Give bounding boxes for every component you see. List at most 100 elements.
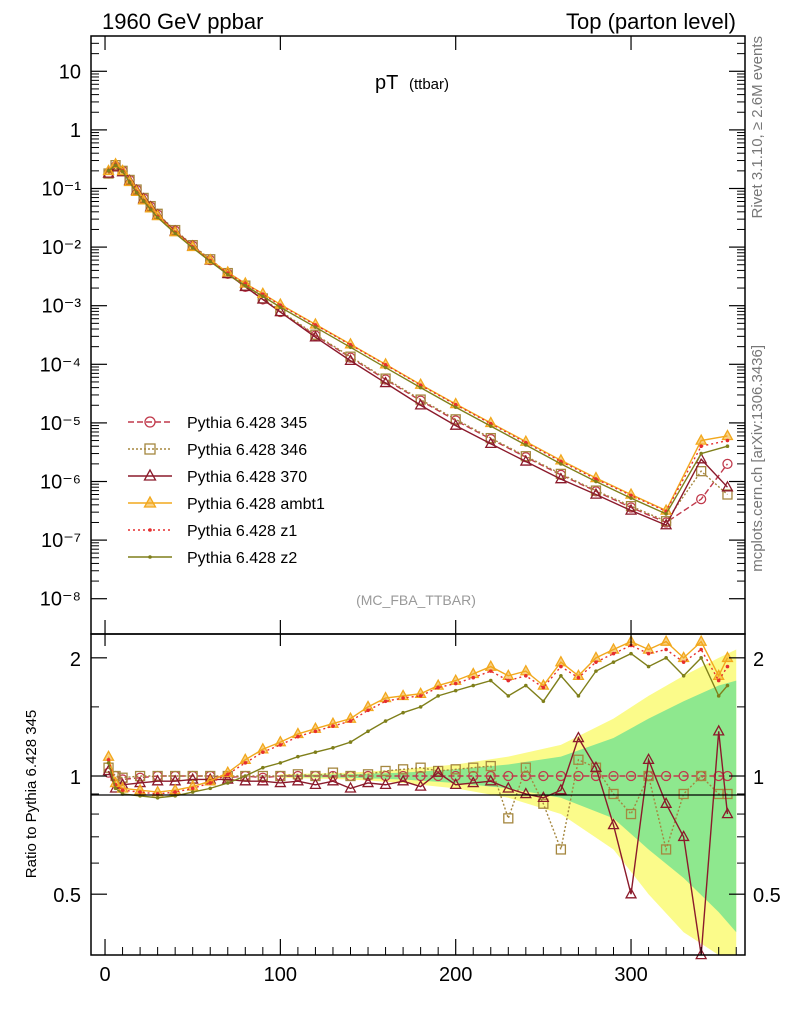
data-point-triangle	[502, 781, 515, 793]
main-panel: 10 1 10⁻¹ 10⁻² 10⁻³ 10⁻⁴ 10⁻⁵ 10⁻⁶ 10⁻⁷ 10⁻⁸ pT (…	[40, 35, 746, 635]
data-point-triangle	[344, 353, 357, 365]
data-point-dot	[313, 729, 318, 734]
data-point-dot	[401, 696, 405, 700]
data-point-triangle	[721, 651, 734, 663]
data-point-triangle	[432, 765, 445, 777]
data-point-triangle	[143, 495, 157, 508]
data-point-dot	[383, 699, 388, 704]
ratio-line	[107, 652, 729, 799]
main-series	[102, 157, 734, 530]
x-axis: 0 100 200 300	[99, 634, 737, 986]
data-point-dot	[383, 719, 388, 723]
data-point-triangle	[414, 398, 427, 410]
data-point-triangle	[519, 664, 532, 676]
series-line	[108, 163, 728, 513]
data-point-dot	[225, 772, 230, 777]
data-point-dot	[594, 479, 598, 484]
data-point-dot	[629, 493, 633, 498]
legend-entry: Pythia 6.428 370	[187, 469, 307, 486]
data-point-square	[134, 770, 146, 782]
chart-title: pT	[375, 72, 398, 94]
data-point-triangle	[274, 776, 287, 788]
data-point-dot	[190, 786, 195, 791]
data-point-square	[538, 798, 549, 809]
main-series-group	[106, 162, 730, 514]
data-point-square	[573, 754, 584, 765]
data-point-triangle	[379, 778, 392, 790]
data-point-dot	[681, 660, 686, 664]
data-point-circle	[625, 770, 637, 782]
data-point-square	[555, 844, 567, 855]
data-point-dot	[646, 664, 651, 669]
main-ytick-label: 10⁻⁶	[40, 472, 81, 494]
data-point-dot	[716, 694, 721, 698]
data-point-triangle	[554, 783, 567, 795]
main-ytick-label: 10	[59, 61, 81, 83]
ratio-bands	[280, 649, 737, 955]
data-point-triangle	[204, 774, 217, 786]
data-point-dot	[225, 272, 230, 277]
main-frame	[90, 35, 746, 635]
ratio-ytick-label-right: 1	[753, 767, 764, 789]
data-point-triangle	[274, 305, 287, 317]
ratio-frame	[90, 633, 746, 956]
data-point-dot	[313, 325, 318, 329]
data-point-dot	[611, 651, 616, 656]
data-point-dot	[453, 681, 458, 686]
data-point-triangle	[519, 787, 532, 799]
data-point-dot	[225, 781, 230, 785]
data-point-triangle	[326, 774, 340, 786]
main-ytick-label: 10⁻²	[42, 237, 82, 259]
ratio-ytick-label: 0.5	[53, 885, 81, 907]
data-point-dot	[524, 443, 528, 447]
data-point-dot	[453, 688, 458, 693]
data-point-triangle	[660, 796, 673, 808]
data-point-circle	[608, 770, 619, 782]
ratio-panel: 0.5 0.5 1 1 2 2 0 100 200 300 Ratio to Pythia 6.…	[23, 633, 781, 986]
legend-entry: Pythia 6.428 ambt1	[187, 496, 325, 513]
data-point-triangle	[256, 774, 269, 786]
data-point-dot	[190, 790, 195, 794]
data-point-dot	[383, 363, 388, 367]
data-point-dot	[148, 528, 152, 532]
data-point-triangle	[642, 753, 655, 765]
main-ytick-label: 10⁻³	[42, 296, 82, 318]
data-point-dot	[278, 743, 283, 747]
data-point-dot	[190, 246, 195, 250]
data-point-dot	[173, 790, 177, 794]
data-point-dot	[699, 451, 703, 456]
data-point-dot	[576, 694, 581, 698]
data-point-dot	[127, 180, 132, 185]
data-point-dot	[243, 774, 248, 778]
main-ytick-label: 10⁻⁴	[40, 354, 81, 376]
data-point-dot	[725, 664, 730, 669]
data-point-triangle	[361, 776, 375, 788]
data-point-dot	[559, 673, 563, 678]
data-point-square	[345, 770, 356, 782]
data-point-triangle	[721, 429, 734, 441]
legend-entry: Pythia 6.428 345	[187, 415, 307, 432]
data-point-dot	[524, 683, 528, 688]
data-point-square	[660, 844, 672, 855]
data-point-dot	[296, 754, 300, 759]
data-point-dot	[348, 343, 353, 347]
data-point-circle	[678, 770, 689, 782]
data-point-dot	[488, 669, 493, 673]
data-point-dot	[524, 673, 528, 678]
ratio-ytick-label-right: 0.5	[753, 885, 781, 907]
data-point-triangle	[624, 503, 638, 515]
data-point-dot	[120, 788, 125, 793]
data-point-dot	[699, 647, 703, 652]
xtick-label: 200	[439, 964, 472, 986]
data-point-dot	[664, 656, 668, 660]
data-point-dot	[261, 750, 265, 754]
data-point-dot	[331, 724, 335, 728]
data-point-triangle	[589, 760, 603, 772]
data-point-dot	[348, 719, 353, 723]
data-point-dot	[148, 555, 152, 559]
data-point-dot	[155, 796, 160, 800]
mcplots-label: mcplots.cern.ch [arXiv:1306.3436]	[749, 345, 766, 572]
data-point-dot	[699, 444, 703, 449]
data-point-dot	[134, 190, 139, 195]
